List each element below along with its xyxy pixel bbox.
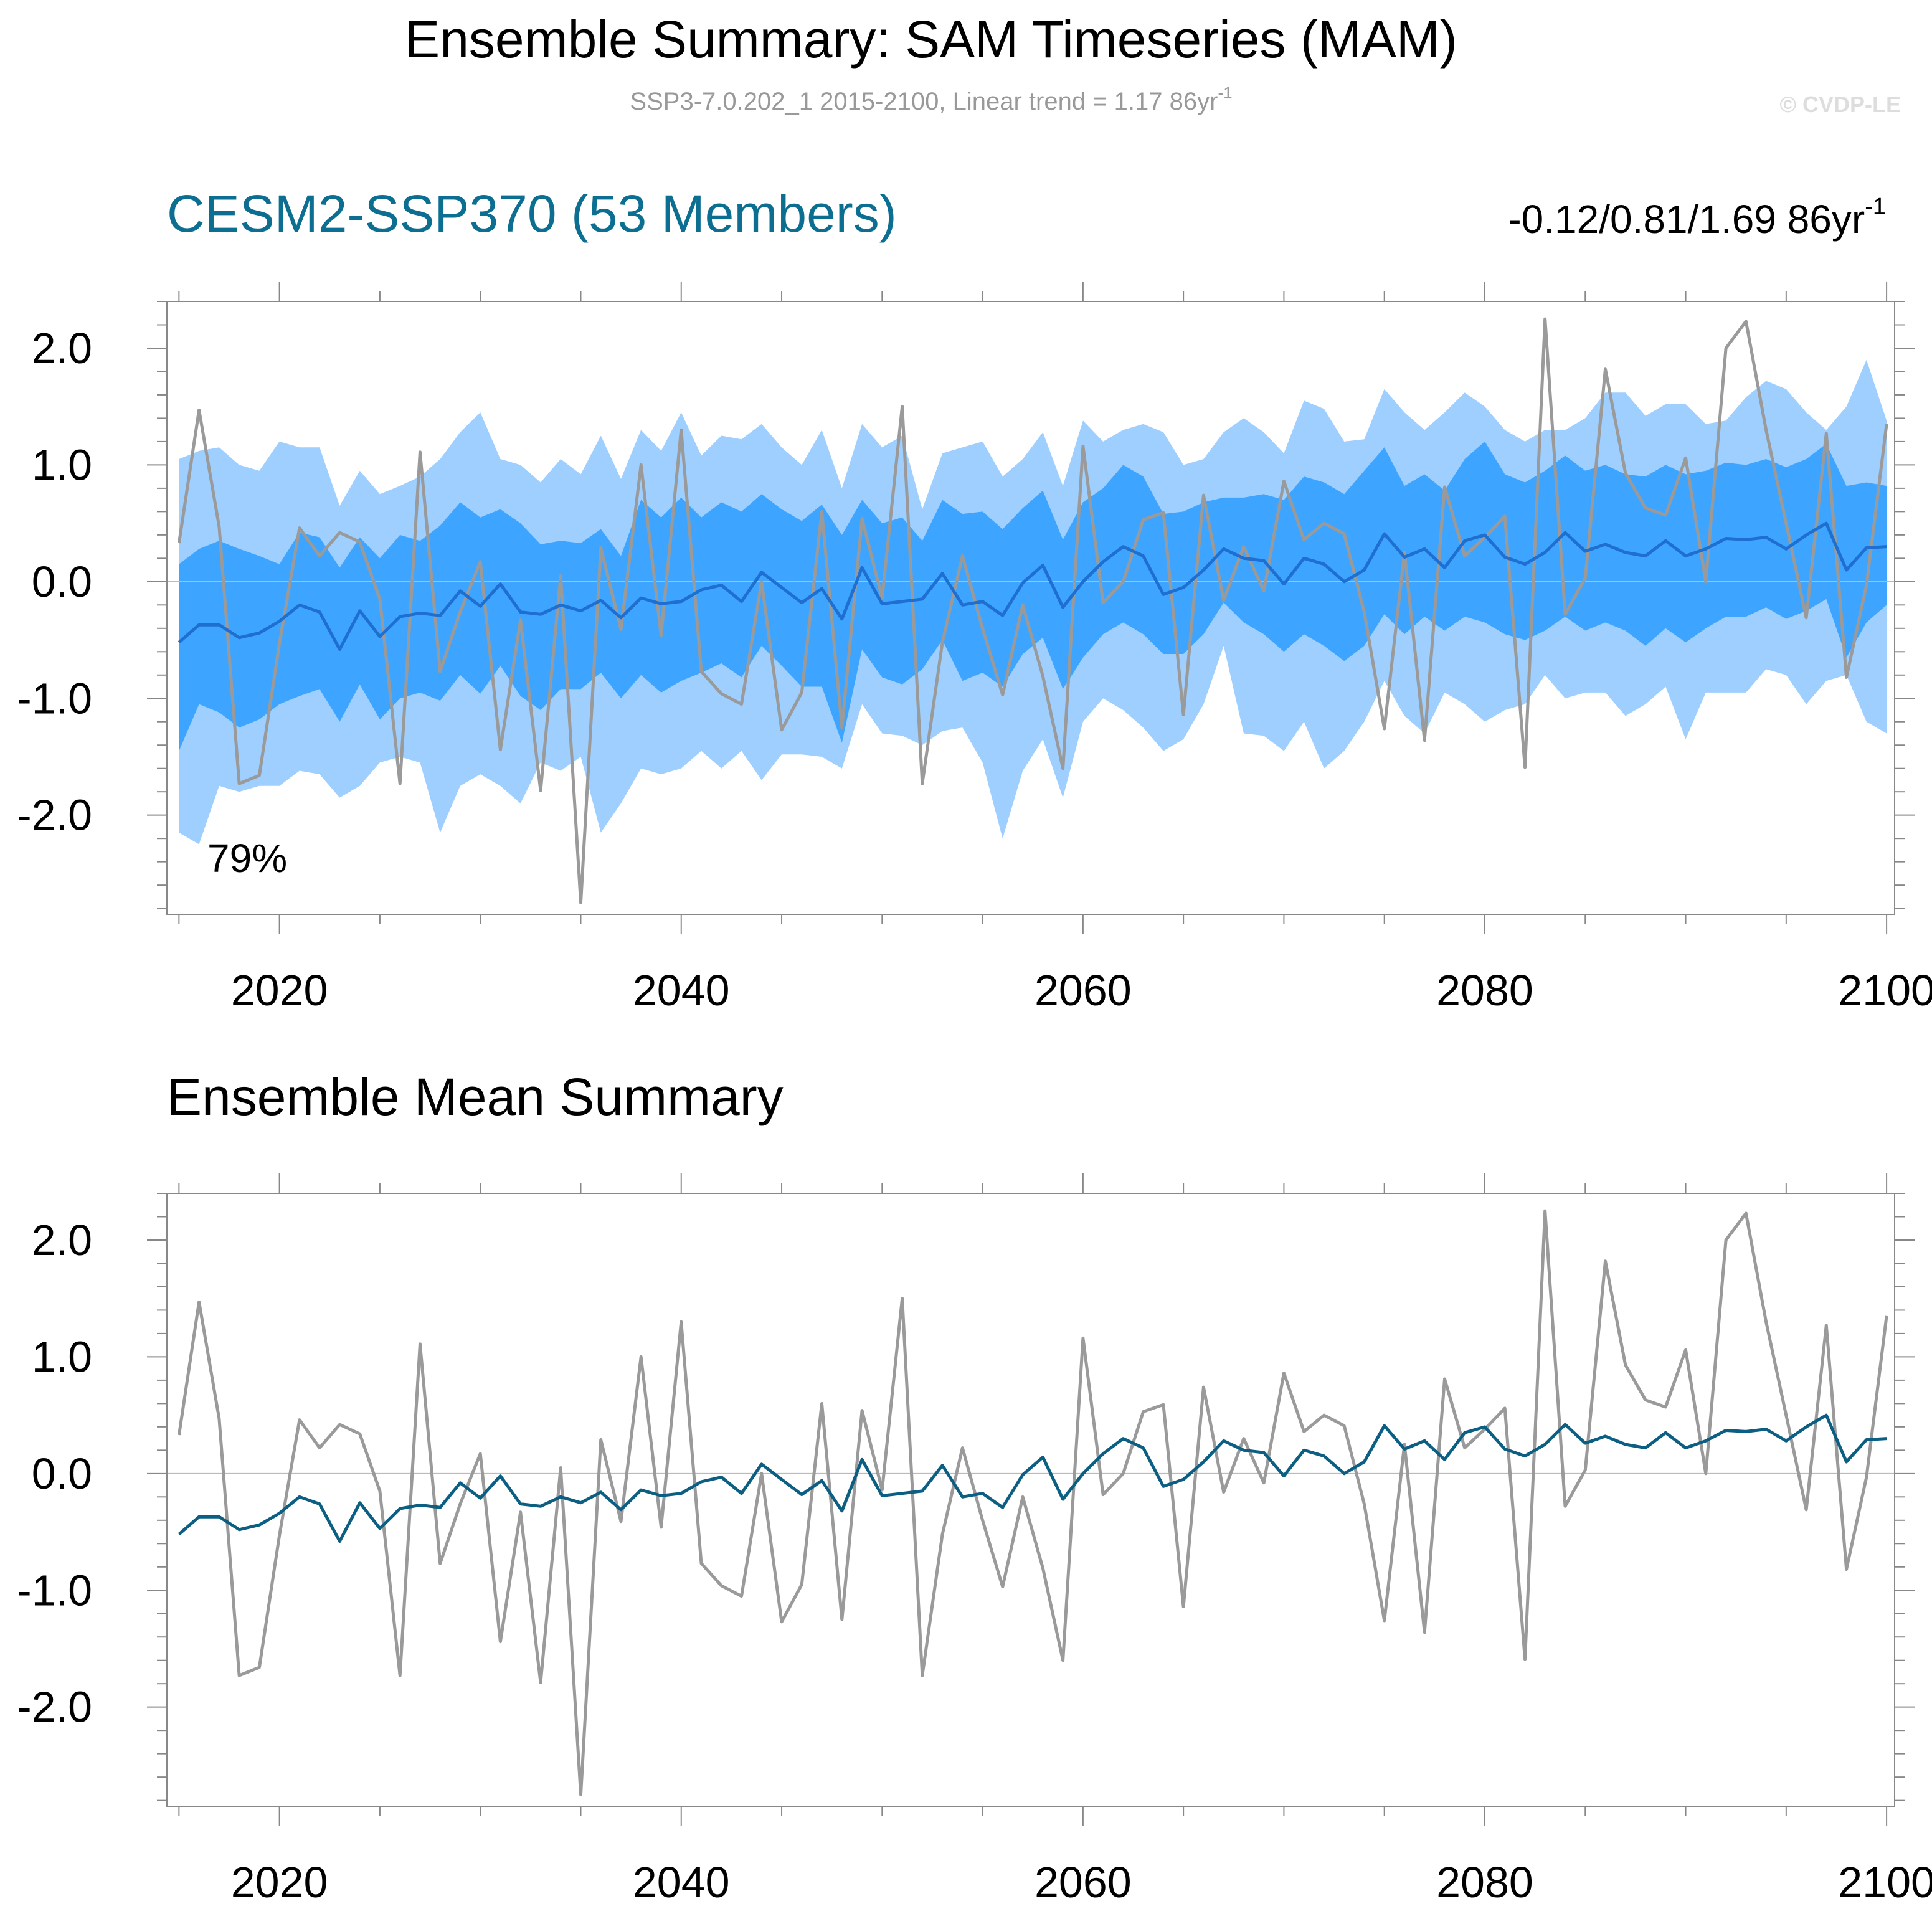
panel1-plot: 2020 2040 2060 2080 2100 2.0 1.0 0.0 -1.0 -2.0 xyxy=(17,282,1932,1015)
panel2-ytick-label: 1.0 xyxy=(32,1332,92,1381)
panel1-ytick-label: 1.0 xyxy=(32,440,92,489)
panel1-annotation: 79% xyxy=(207,836,287,881)
panel2-observed-line xyxy=(177,1209,1888,1796)
panel1-ytick-label: 0.0 xyxy=(32,557,92,606)
panel1-ensemble-mean-line xyxy=(178,521,1887,651)
panel2-ytick-label: 0.0 xyxy=(32,1449,92,1498)
panel1-trend-main: -0.12/0.81/1.69 86yr xyxy=(1508,197,1865,242)
panel1-xtick-label: 2080 xyxy=(1436,966,1533,1015)
panel1-trend-superscript: -1 xyxy=(1865,194,1886,220)
panel1-ytick-label: 2.0 xyxy=(32,324,92,372)
panel1-xtick-label: 2040 xyxy=(633,966,730,1015)
panel2-ytick-label: -1.0 xyxy=(17,1566,92,1614)
panel2-frame xyxy=(166,1193,1895,1807)
panel1-xtick-label: 2020 xyxy=(231,966,328,1015)
panel1-observed-line xyxy=(177,317,1888,904)
panel1-frame xyxy=(166,301,1895,915)
panel1-ytick-label: -1.0 xyxy=(17,674,92,723)
panel2-title: Ensemble Mean Summary xyxy=(167,1068,784,1126)
figure-subtitle: SSP3-7.0.202_1 2015-2100, Linear trend =… xyxy=(630,83,1232,115)
panel2-xtick-label: 2020 xyxy=(231,1858,328,1907)
panel1-title: CESM2-SSP370 (53 Members) xyxy=(167,184,897,243)
subtitle-main: SSP3-7.0.202_1 2015-2100, Linear trend =… xyxy=(630,88,1218,115)
panel2-ytick-label: 2.0 xyxy=(32,1216,92,1264)
panel2-xtick-label: 2100 xyxy=(1838,1858,1932,1907)
panel2-plot: 2020 2040 2060 2080 2100 2.0 1.0 0.0 -1.0 -2.0 xyxy=(17,1173,1932,1907)
panel1-ytick-label: -2.0 xyxy=(17,791,92,840)
panel2-ensemble-mean-line xyxy=(178,1413,1887,1543)
watermark: © CVDP-LE xyxy=(1779,92,1901,117)
panel2-xtick-label: 2040 xyxy=(633,1858,730,1907)
panel1-inner-band xyxy=(179,441,1887,751)
panel1-xtick-label: 2100 xyxy=(1838,966,1932,1015)
panel1-trend: -0.12/0.81/1.69 86yr-1 xyxy=(1508,194,1886,242)
panel1-xtick-label: 2060 xyxy=(1035,966,1132,1015)
panel2-xtick-label: 2080 xyxy=(1436,1858,1533,1907)
figure-title: Ensemble Summary: SAM Timeseries (MAM) xyxy=(405,10,1457,69)
panel2-ytick-label: -2.0 xyxy=(17,1683,92,1732)
panel2-xtick-label: 2060 xyxy=(1035,1858,1132,1907)
subtitle-superscript: -1 xyxy=(1218,83,1232,102)
